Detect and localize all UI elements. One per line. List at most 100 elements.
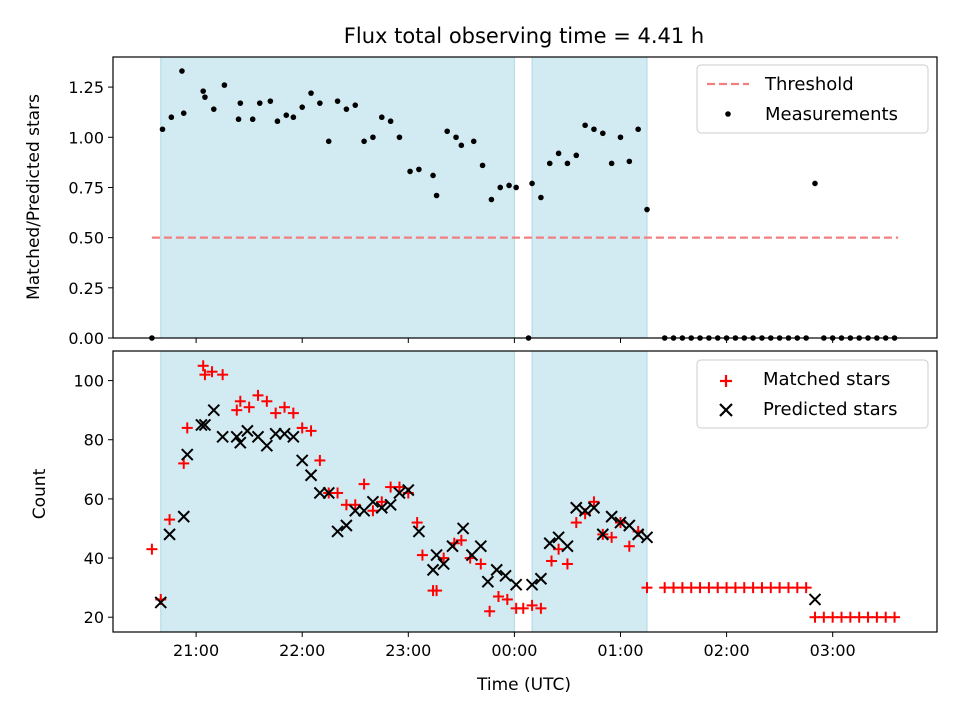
predicted-marker-b [534,572,548,585]
measurement-point [591,126,597,133]
measurement-point [470,138,477,145]
predicted-marker-b [509,578,523,591]
predicted-star-point [430,548,443,562]
predicted-star-point [384,498,397,512]
measurement-point [564,160,571,167]
predicted-star-point [177,510,190,523]
matched-star-point [252,389,264,401]
x-tick-label: 03:00 [810,641,856,660]
predicted-marker-b [456,522,470,535]
matched-star-point [217,369,229,381]
legend-predicted-swatch [719,403,733,417]
predicted-star-point [596,528,610,541]
shaded-interval [531,56,648,339]
matched-star-point [526,599,538,611]
matched-star-point [287,407,299,419]
bottom-y-ticks: 20 40 60 80 100 [73,372,113,627]
measurement-point [513,184,519,191]
predicted-marker-b [366,495,380,509]
measurement-point [573,152,580,159]
predicted-star-point [234,436,247,449]
matched-star-point [199,369,211,381]
predicted-star-point [481,575,495,588]
measurement-point [221,82,228,88]
measurement-point [626,158,633,165]
measurement-point [180,110,187,116]
predicted-star-point [260,439,274,452]
predicted-marker-b [623,519,636,532]
predicted-star-point [587,501,601,514]
matched-star-point [164,514,176,526]
legend-matched-label: Matched stars [763,369,890,390]
predicted-star-point [216,430,229,443]
measurement-point [407,168,413,175]
predicted-marker-b [437,557,450,571]
measurement-point [283,112,290,119]
predicted-star-point [349,504,362,517]
chart-title: Flux total observing time = 4.41 h [344,24,704,48]
predicted-star-point [509,578,523,591]
predicted-marker-b [287,430,300,443]
predicted-star-point [331,525,344,538]
measurement-point [458,142,465,149]
measurement-point [256,100,263,106]
y-tick-label: 1.00 [68,128,104,147]
predicted-star-point [543,537,556,550]
matched-star-point [349,499,361,511]
predicted-star-point [578,504,592,517]
predicted-marker-b [295,454,309,467]
matched-star-point [305,425,317,437]
measurement-point [430,172,436,179]
matched-star-point [279,401,291,413]
matched-star-point [332,487,344,499]
matched-star-point [231,404,243,416]
predicted-star-point [198,418,212,432]
predicted-marker-b [474,540,488,553]
predicted-marker-b [481,575,495,588]
matched-star-point [178,457,190,469]
measurement-point [444,128,450,135]
predicted-marker-b [614,516,627,529]
measurement-point [506,182,512,189]
x-tick-label: 00:00 [491,641,537,660]
measurement-point [159,126,166,133]
predicted-star-point [412,525,426,538]
top-shaded-intervals [160,56,648,339]
y-tick-label: 60 [84,490,104,509]
predicted-marker-b [808,593,822,606]
predicted-star-point [525,578,539,591]
y-tick-label: 1.25 [68,78,104,97]
x-axis-label: Time (UTC) [476,675,571,695]
legend-matched-swatch [720,375,732,387]
y-tick-label: 0.50 [68,229,104,248]
measurement-points [149,68,898,341]
predicted-marker-b [543,537,556,550]
measurement-point [488,196,495,203]
matched-star-point [553,543,565,555]
predicted-star-point [605,510,618,523]
bottom-legend-box [696,359,929,429]
matched-star-point [393,481,405,493]
predicted-star-point [375,501,388,514]
measurement-point [325,138,332,145]
predicted-marker-b [525,578,539,591]
top-panel: 0.00 0.25 0.50 0.75 1.00 1.25 Matched/Predict… [24,56,938,348]
matched-star-point [314,454,326,466]
matched-star-point [492,591,504,603]
measurement-point [378,114,385,121]
measurement-point [479,162,486,169]
predicted-star-point [499,569,512,583]
predicted-star-point [614,516,627,529]
matched-star-point [376,496,388,508]
predicted-star-point [631,528,645,541]
predicted-star-point [808,593,822,606]
matched-star-point [561,558,573,570]
measurement-point [317,100,323,106]
predicted-star-point [456,522,470,535]
bottom-legend: Matched stars Predicted stars [696,359,929,429]
measurement-point [308,90,314,96]
x-tick-label: 02:00 [704,641,750,660]
measurement-point [396,134,403,141]
predicted-marker-b [216,430,229,443]
predicted-star-point [154,596,167,609]
